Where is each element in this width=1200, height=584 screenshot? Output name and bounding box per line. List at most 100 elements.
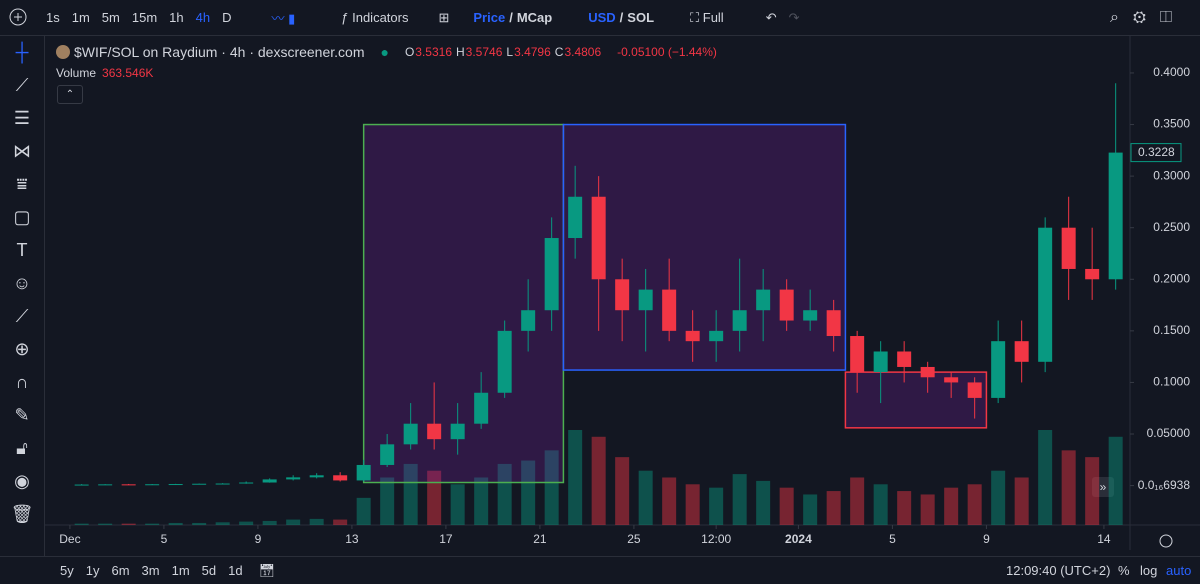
candle-body — [662, 289, 677, 331]
ohlc-label: O — [404, 45, 415, 59]
volume-bar — [380, 477, 395, 525]
x-tick-label: 5 — [161, 532, 168, 546]
x-tick-label: 17 — [439, 532, 453, 546]
candle-body — [709, 330, 724, 342]
ohlc-value: 3.4796 — [514, 45, 551, 59]
y-tick-label: 0.3000 — [1153, 168, 1190, 182]
range-button[interactable]: 1m — [171, 563, 190, 578]
percent-toggle[interactable]: % — [1118, 563, 1130, 578]
cursor-tool[interactable]: ┼ — [15, 42, 29, 62]
collapse-button[interactable]: ⌃ — [57, 85, 83, 104]
candle-body — [262, 479, 277, 483]
right-icons[interactable]: ⌕⚙◫ — [1110, 8, 1187, 26]
redo[interactable]: ↷ — [788, 9, 800, 25]
settings-icon[interactable] — [1159, 534, 1173, 548]
sol-toggle[interactable]: SOL — [627, 10, 655, 25]
y-tick-label: 0.4000 — [1153, 65, 1190, 79]
ohlc-value: 3.4806 — [564, 45, 602, 59]
line-tool[interactable]: ⟋ — [15, 75, 29, 95]
interval-button[interactable]: 1m — [71, 10, 90, 25]
full-button[interactable]: ⛶ Full — [690, 9, 724, 25]
volume-bar — [497, 463, 512, 525]
candle-body — [991, 341, 1006, 398]
range-button[interactable]: 1y — [85, 563, 100, 578]
eye-tool[interactable]: ◉ — [14, 471, 30, 491]
ohlc-label: C — [554, 45, 564, 59]
candle-body — [1038, 227, 1053, 362]
fib-tool[interactable]: ☰ — [13, 108, 31, 128]
scroll-button[interactable] — [1092, 477, 1114, 497]
ruler-tool[interactable]: ⟋ — [15, 306, 29, 326]
interval-button[interactable]: 1s — [46, 10, 60, 25]
volume-bar — [991, 470, 1006, 525]
range-button[interactable]: 6m — [111, 563, 130, 578]
candle-body — [403, 423, 418, 445]
volume-bar — [192, 522, 207, 525]
volume-bar — [333, 519, 348, 525]
drawing-rectangle — [562, 123, 847, 371]
volume-bar — [98, 523, 113, 525]
candle-body — [779, 289, 794, 321]
volume-bar — [944, 487, 959, 525]
volume-bar — [662, 477, 677, 525]
add-icon[interactable] — [0, 0, 40, 35]
legend: $WIF/SOL on Raydium · 4h · dexscreener.c… — [56, 42, 729, 62]
candle-body — [74, 484, 89, 486]
lock-tool[interactable]: 🔓︎ — [16, 438, 28, 458]
price-toggle[interactable]: Price — [473, 10, 506, 25]
undo[interactable]: ↶ — [765, 9, 777, 25]
range-button[interactable]: 5y — [60, 563, 74, 578]
chart-type-icon[interactable]: 〰 ▮ — [271, 11, 296, 26]
volume-bar — [74, 523, 89, 525]
drawing-rectangle — [844, 371, 988, 429]
ohlc-label: H — [456, 45, 465, 59]
clock: 12:09:40 (UTC+2) — [1006, 563, 1111, 578]
shape-tool[interactable]: ▢ — [13, 207, 31, 227]
auto-toggle[interactable]: auto — [1166, 563, 1192, 578]
range-button[interactable]: 1d — [228, 563, 243, 578]
volume-bar — [121, 523, 136, 525]
x-tick-label: 2024 — [785, 532, 812, 546]
candle-body — [380, 444, 395, 465]
usd-toggle[interactable]: USD — [588, 10, 616, 25]
left-toolbar: ┼ ⟋ ☰ ⋈ ⩸ ▢ T ☺ ⟋ ⊕ ∩ ✎ 🔓︎ ◉ 🗑︎ — [0, 36, 45, 556]
emoji-tool[interactable]: ☺ — [12, 273, 32, 293]
indicators-button[interactable]: ƒ Indicators — [341, 10, 409, 25]
candle-body — [497, 330, 512, 393]
interval-button[interactable]: 5m — [101, 10, 120, 25]
scroll-icon: » — [1100, 480, 1107, 494]
volume-bar — [239, 521, 254, 525]
layout-icon[interactable]: ⊞ — [438, 9, 450, 25]
candle-body — [897, 351, 912, 367]
volume-bar — [521, 460, 536, 525]
candle-body — [1014, 341, 1029, 362]
interval-group: 1s 1m 5m 15m 1h 4h D — [46, 10, 243, 25]
candle-body — [521, 310, 536, 331]
lock-draw[interactable]: ✎ — [14, 405, 30, 425]
position-tool[interactable]: ⩸ — [16, 174, 28, 194]
interval-button[interactable]: D — [222, 10, 232, 25]
range-button[interactable]: 3m — [141, 563, 160, 578]
zoom-tool[interactable]: ⊕ — [14, 339, 30, 359]
interval-button[interactable]: 4h — [195, 10, 211, 25]
candle-body — [638, 289, 653, 311]
pattern-tool[interactable]: ⋈ — [13, 141, 31, 161]
x-tick-label: Dec — [59, 532, 80, 546]
volume-bar — [145, 523, 160, 525]
magnet-tool[interactable]: ∩ — [15, 372, 29, 392]
text-tool[interactable]: T — [16, 240, 28, 260]
y-tick-label: 0.0₁₆6938 — [1138, 478, 1191, 492]
log-toggle[interactable]: log — [1140, 563, 1158, 578]
volume-value: 363.546K — [102, 66, 154, 80]
interval-button[interactable]: 1h — [169, 10, 184, 25]
trash-tool[interactable]: 🗑︎ — [10, 504, 34, 524]
candle-body — [145, 484, 160, 486]
volume-bar — [873, 484, 888, 525]
mcap-toggle[interactable]: MCap — [516, 10, 553, 25]
range-button[interactable]: 5d — [201, 563, 217, 578]
interval-button[interactable]: 15m — [131, 10, 158, 25]
volume-bar — [568, 430, 583, 525]
volume-legend: Volume 363.546K — [56, 64, 165, 82]
candle-body — [98, 484, 113, 486]
date-range-icon[interactable]: 📅︎ — [258, 562, 276, 578]
